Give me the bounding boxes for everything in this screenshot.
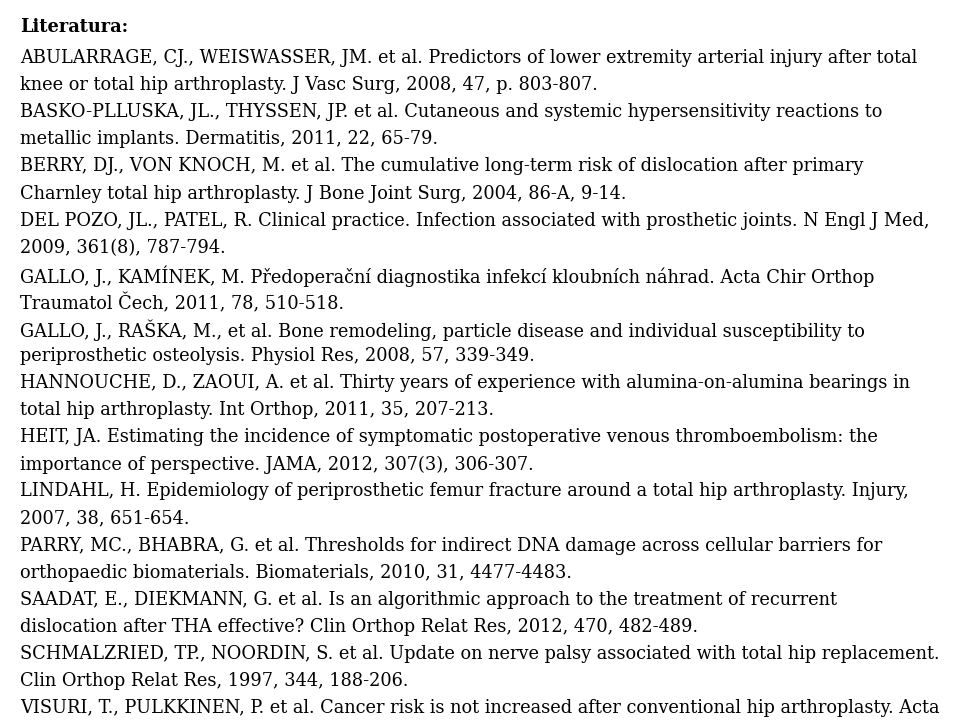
Text: ABULARRAGE, CJ., WEISWASSER, JM. et al. Predictors of lower extremity arterial i: ABULARRAGE, CJ., WEISWASSER, JM. et al. … — [20, 49, 918, 67]
Text: VISURI, T., PULKKINEN, P. et al. Cancer risk is not increased after conventional: VISURI, T., PULKKINEN, P. et al. Cancer … — [20, 699, 940, 717]
Text: PARRY, MC., BHABRA, G. et al. Thresholds for indirect DNA damage across cellular: PARRY, MC., BHABRA, G. et al. Thresholds… — [20, 536, 882, 554]
Text: knee or total hip arthroplasty. J Vasc Surg, 2008, 47, p. 803-807.: knee or total hip arthroplasty. J Vasc S… — [20, 76, 598, 94]
Text: dislocation after THA effective? Clin Orthop Relat Res, 2012, 470, 482-489.: dislocation after THA effective? Clin Or… — [20, 618, 698, 636]
Text: Clin Orthop Relat Res, 1997, 344, 188-206.: Clin Orthop Relat Res, 1997, 344, 188-20… — [20, 672, 409, 690]
Text: BERRY, DJ., VON KNOCH, M. et al. The cumulative long-term risk of dislocation af: BERRY, DJ., VON KNOCH, M. et al. The cum… — [20, 158, 864, 176]
Text: orthopaedic biomaterials. Biomaterials, 2010, 31, 4477-4483.: orthopaedic biomaterials. Biomaterials, … — [20, 564, 572, 582]
Text: HANNOUCHE, D., ZAOUI, A. et al. Thirty years of experience with alumina-on-alumi: HANNOUCHE, D., ZAOUI, A. et al. Thirty y… — [20, 374, 910, 392]
Text: GALLO, J., KAMÍNEK, M. Předoperační diagnostika infekcí kloubních náhrad. Acta C: GALLO, J., KAMÍNEK, M. Předoperační diag… — [20, 266, 875, 287]
Text: BASKO-PLLUSKA, JL., THYSSEN, JP. et al. Cutaneous and systemic hypersensitivity : BASKO-PLLUSKA, JL., THYSSEN, JP. et al. … — [20, 103, 882, 121]
Text: total hip arthroplasty. Int Orthop, 2011, 35, 207-213.: total hip arthroplasty. Int Orthop, 2011… — [20, 401, 494, 419]
Text: periprosthetic osteolysis. Physiol Res, 2008, 57, 339-349.: periprosthetic osteolysis. Physiol Res, … — [20, 347, 535, 365]
Text: SAADAT, E., DIEKMANN, G. et al. Is an algorithmic approach to the treatment of r: SAADAT, E., DIEKMANN, G. et al. Is an al… — [20, 591, 837, 609]
Text: SCHMALZRIED, TP., NOORDIN, S. et al. Update on nerve palsy associated with total: SCHMALZRIED, TP., NOORDIN, S. et al. Upd… — [20, 645, 940, 663]
Text: GALLO, J., RAŠKA, M., et al. Bone remodeling, particle disease and individual su: GALLO, J., RAŠKA, M., et al. Bone remode… — [20, 320, 865, 341]
Text: HEIT, JA. Estimating the incidence of symptomatic postoperative venous thromboem: HEIT, JA. Estimating the incidence of sy… — [20, 428, 878, 446]
Text: DEL POZO, JL., PATEL, R. Clinical practice. Infection associated with prosthetic: DEL POZO, JL., PATEL, R. Clinical practi… — [20, 212, 929, 230]
Text: LINDAHL, H. Epidemiology of periprosthetic femur fracture around a total hip art: LINDAHL, H. Epidemiology of periprosthet… — [20, 482, 909, 500]
Text: metallic implants. Dermatitis, 2011, 22, 65-79.: metallic implants. Dermatitis, 2011, 22,… — [20, 130, 438, 148]
Text: 2009, 361(8), 787-794.: 2009, 361(8), 787-794. — [20, 239, 226, 257]
Text: Charnley total hip arthroplasty. J Bone Joint Surg, 2004, 86-A, 9-14.: Charnley total hip arthroplasty. J Bone … — [20, 184, 627, 202]
Text: Literatura:: Literatura: — [20, 18, 129, 36]
Text: 2007, 38, 651-654.: 2007, 38, 651-654. — [20, 510, 189, 528]
Text: Traumatol Čech, 2011, 78, 510-518.: Traumatol Čech, 2011, 78, 510-518. — [20, 293, 345, 313]
Text: importance of perspective. JAMA, 2012, 307(3), 306-307.: importance of perspective. JAMA, 2012, 3… — [20, 455, 534, 474]
